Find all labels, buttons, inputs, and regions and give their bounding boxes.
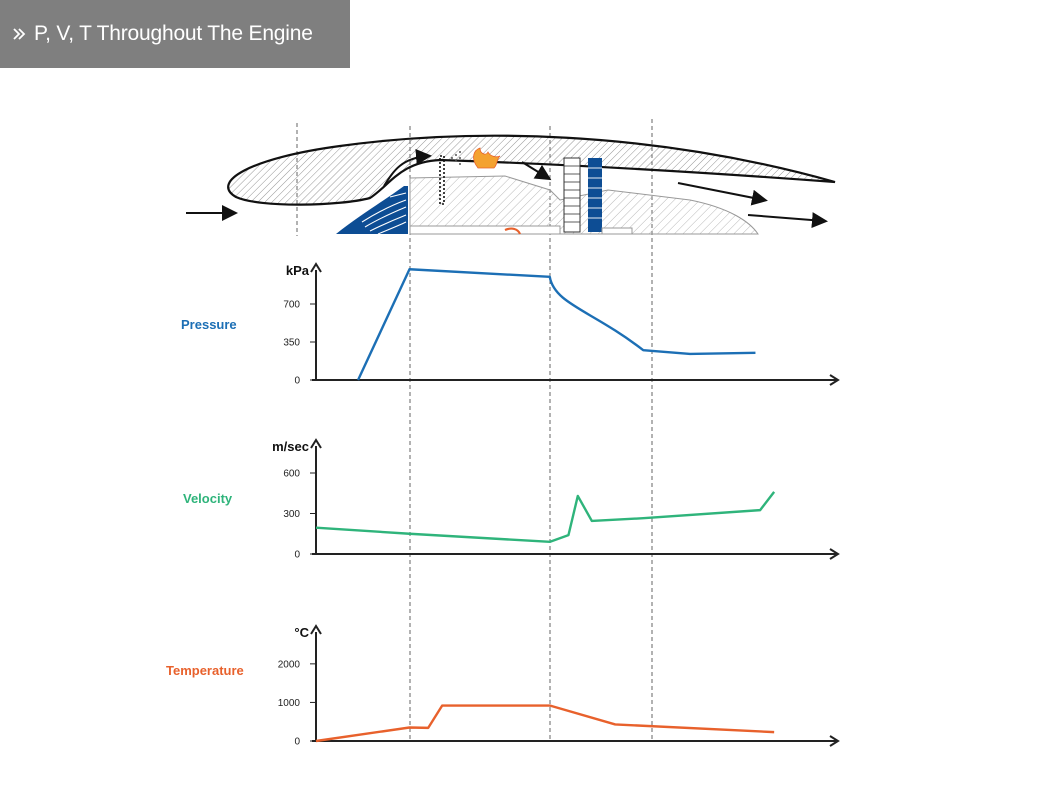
temperature-tick-label: 2000 [278, 659, 301, 670]
temperature-unit-label: °C [294, 625, 309, 640]
turbine-shaft [601, 227, 633, 235]
pressure-tick-label: 350 [283, 338, 300, 349]
velocity-label: Velocity [183, 491, 233, 506]
velocity-tick-label: 0 [294, 550, 300, 561]
arrow-up-icon [310, 624, 322, 635]
pressure-tick-label: 700 [283, 300, 300, 311]
arrow-right-icon [829, 374, 840, 386]
exhaust-flow-arrow-lower [747, 212, 828, 229]
exhaust-flow-arrow-upper [677, 182, 768, 206]
engine-core [409, 175, 759, 235]
pressure-tick-label: 0 [294, 376, 300, 387]
engine-cowling [227, 134, 836, 206]
velocity-series-line [315, 491, 776, 544]
turbine-stator [563, 157, 581, 233]
temperature-tick-label: 0 [294, 737, 300, 748]
temperature-label: Temperature [166, 663, 244, 678]
fuel-injector-icon [439, 151, 461, 205]
arrow-right-icon [829, 735, 840, 747]
velocity-unit-label: m/sec [272, 439, 309, 454]
pressure-chart: kPa 0 350 700 [283, 262, 840, 387]
compressor-flow-arrow [383, 148, 432, 187]
pressure-unit-label: kPa [286, 263, 310, 278]
temperature-tick-label: 1000 [278, 698, 301, 709]
temperature-series-line [315, 704, 775, 743]
arrow-up-icon [310, 262, 322, 273]
turbine-rotor-lines [588, 167, 602, 219]
combustor-flow-arrow [521, 161, 552, 181]
combustion-spark [504, 227, 522, 235]
page-title: P, V, T Throughout The Engine [34, 22, 313, 45]
compressor-blade-lines [361, 192, 407, 235]
title-bar: P, V, T Throughout The Engine [0, 0, 350, 68]
velocity-tick-label: 600 [283, 469, 300, 480]
arrow-right-icon [829, 548, 840, 560]
pressure-label: Pressure [181, 317, 237, 332]
turbine-rotor [588, 158, 602, 232]
combustor-liner [409, 225, 561, 235]
arrow-up-icon [310, 438, 322, 449]
double-chevron-right-icon [12, 27, 26, 41]
flame-icon [473, 147, 501, 169]
velocity-tick-label: 300 [283, 509, 300, 520]
velocity-chart: m/sec 0 300 600 [272, 438, 840, 561]
engine-diagram [186, 134, 836, 235]
pressure-series-line [356, 268, 756, 381]
temperature-chart: °C 0 1000 2000 [278, 624, 840, 748]
turbine-stator-lines [564, 165, 580, 223]
